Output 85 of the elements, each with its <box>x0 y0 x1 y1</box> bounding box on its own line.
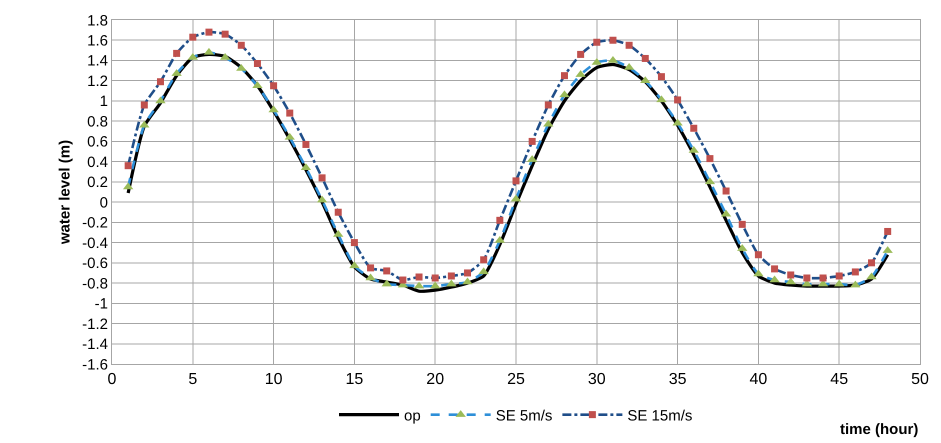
point <box>836 272 843 280</box>
y-tick-label: -1.2 <box>82 316 108 333</box>
point <box>528 138 536 145</box>
point <box>416 273 423 280</box>
y-tick-label: 1 <box>100 93 108 110</box>
point <box>609 36 616 44</box>
y-tick-label: 0.6 <box>87 134 108 151</box>
point <box>334 208 342 216</box>
point <box>771 265 778 272</box>
point <box>722 187 730 194</box>
point <box>399 276 406 284</box>
point <box>754 251 762 258</box>
x-tick-label: 5 <box>188 371 198 388</box>
point <box>318 174 326 182</box>
point <box>189 34 196 41</box>
point <box>432 274 439 282</box>
point <box>626 42 633 49</box>
y-tick-label: -0.4 <box>82 234 108 252</box>
point <box>593 38 600 46</box>
point <box>738 220 746 228</box>
x-tick-label: 30 <box>588 371 606 388</box>
x-tick-label: 15 <box>346 371 364 388</box>
point <box>512 177 520 184</box>
point <box>124 162 132 170</box>
point <box>690 124 698 132</box>
point <box>284 132 295 140</box>
point <box>254 60 261 68</box>
point <box>464 269 472 276</box>
point <box>302 140 310 148</box>
point <box>544 101 552 108</box>
point <box>787 271 794 278</box>
point <box>222 30 229 38</box>
y-tick-label: 1.4 <box>87 52 108 70</box>
x-tick-label: 10 <box>264 371 283 388</box>
point <box>286 110 294 117</box>
point <box>496 216 504 224</box>
y-tick-label: 1.6 <box>87 32 108 50</box>
y-tick-label: 0.8 <box>87 113 108 130</box>
point <box>448 272 455 280</box>
y-tick-label: 1.8 <box>87 12 108 30</box>
legend-label: op <box>404 408 421 424</box>
x-tick-label: 35 <box>668 371 687 388</box>
y-tick-label: -1 <box>94 296 108 313</box>
point <box>140 101 148 108</box>
x-tick-label: 20 <box>426 371 444 388</box>
point <box>577 50 584 58</box>
point <box>205 28 212 36</box>
y-tick-label: 0.4 <box>87 154 108 171</box>
point <box>884 228 892 235</box>
point <box>333 230 344 237</box>
point <box>238 42 245 49</box>
point <box>658 73 665 80</box>
x-tick-label: 25 <box>507 371 525 388</box>
point <box>674 96 682 104</box>
point <box>480 256 488 264</box>
legend-label: SE 15m/s <box>627 408 692 424</box>
point <box>188 52 198 60</box>
point <box>350 239 358 246</box>
y-tick-label: -0.6 <box>82 255 108 272</box>
y-tick-label: 1.2 <box>87 72 108 90</box>
point <box>173 50 180 57</box>
x-tick-label: 50 <box>911 371 929 388</box>
point <box>156 78 164 86</box>
point <box>642 54 649 62</box>
y-tick-label: -0.8 <box>82 275 108 292</box>
legend-label: SE 5m/s <box>496 408 552 424</box>
point <box>270 82 278 90</box>
y-tick-label: -0.2 <box>82 214 108 232</box>
x-axis-title: time (hour) <box>840 421 918 438</box>
point <box>560 72 568 80</box>
point <box>868 259 876 266</box>
y-tick-label: 0.2 <box>87 174 108 192</box>
point <box>592 58 602 65</box>
point <box>852 268 859 276</box>
x-tick-label: 40 <box>750 371 768 388</box>
y-tick-label: -1.4 <box>82 336 108 354</box>
x-tick-label: 45 <box>830 371 848 388</box>
point <box>820 274 827 282</box>
point <box>706 155 714 162</box>
point <box>803 274 810 282</box>
y-tick-label: -1.6 <box>82 356 108 374</box>
y-axis-title: water level (m) <box>56 140 74 246</box>
point <box>383 267 390 274</box>
y-tick-label: 0 <box>100 194 108 212</box>
point <box>367 264 374 272</box>
